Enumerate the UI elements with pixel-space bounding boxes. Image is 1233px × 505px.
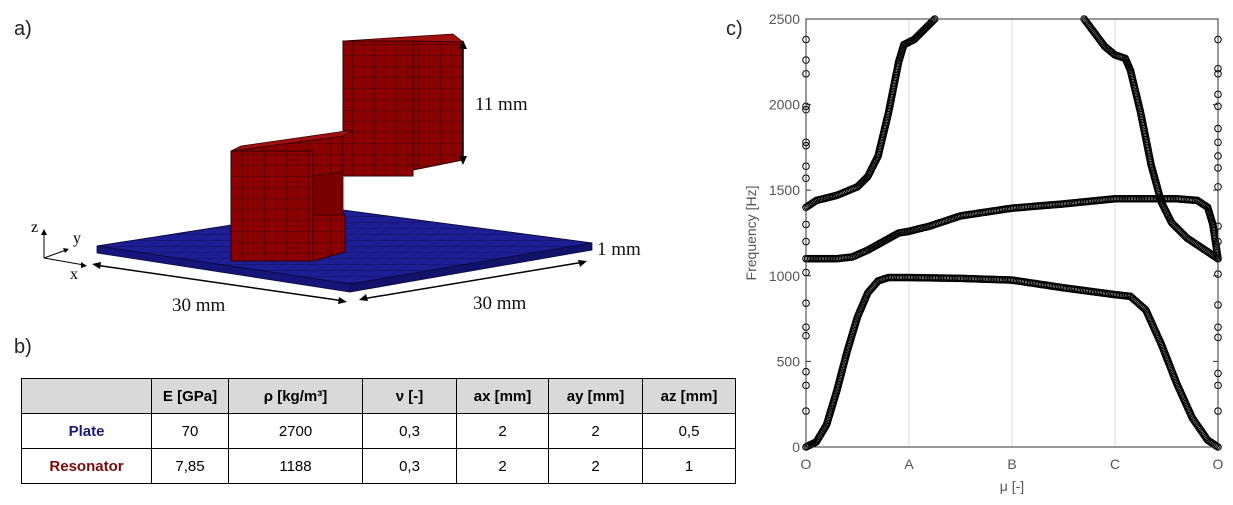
x-axis-label: μ [-] (1000, 478, 1024, 494)
axis-z-label: z (31, 219, 38, 236)
table-cell: 70 (151, 413, 229, 449)
axis-y-label: y (73, 230, 81, 247)
x-tick-label: O (801, 456, 812, 472)
table-row-resonator: Resonator 7,85 1188 0,3 2 2 1 (21, 448, 736, 484)
chart-frame (805, 18, 1219, 448)
x-tick-label: O (1213, 456, 1224, 472)
chart-grid (908, 19, 1116, 447)
table-cell: 2 (548, 448, 643, 484)
label-width-right: 30 mm (473, 293, 527, 314)
label-thickness: 1 mm (597, 239, 641, 260)
table-cell: 2 (548, 413, 643, 449)
header-cell-rho: ρ [kg/m³] (228, 378, 363, 414)
axis-triad: z y x (31, 219, 87, 283)
label-width-left: 30 mm (172, 295, 226, 316)
y-axis-ticks: 0 500 1000 1500 2000 2500 (769, 11, 1218, 455)
table-cell: 1 (642, 448, 736, 484)
table-row-plate: Plate 70 2700 0,3 2 2 0,5 (21, 413, 736, 449)
chart-marks (802, 15, 1222, 451)
label-height: 11 mm (475, 94, 528, 115)
band-point (1212, 442, 1221, 450)
header-cell-nu: ν [-] (362, 378, 457, 414)
row-name: Resonator (21, 448, 152, 484)
dimension-width-right: 30 mm (359, 260, 587, 314)
table-cell: 0,3 (362, 413, 457, 449)
band-point (1212, 254, 1221, 262)
x-tick-label: C (1110, 456, 1120, 472)
table-cell: 0,5 (642, 413, 736, 449)
header-cell-az: az [mm] (642, 378, 736, 414)
resonator (230, 33, 465, 262)
y-tick-label: 2500 (769, 11, 800, 27)
table-cell: 2700 (228, 413, 363, 449)
y-tick-label: 0 (792, 439, 800, 455)
y-tick-label: 1500 (769, 182, 800, 198)
dispersion-chart: 0 500 1000 1500 2000 2500 O A B C O Frequency [Hz… (743, 11, 1224, 494)
header-cell-ax: ax [mm] (456, 378, 549, 414)
y-tick-label: 2000 (769, 97, 800, 113)
panel-label-b: b) (14, 336, 32, 358)
table-cell: 7,85 (151, 448, 229, 484)
table-header-row: E [GPa] ρ [kg/m³] ν [-] ax [mm] ay [mm] … (21, 378, 736, 414)
header-cell-e: E [GPa] (151, 378, 229, 414)
dimension-width-left: 30 mm (92, 262, 347, 316)
y-tick-label: 500 (777, 353, 801, 369)
panel-label-c: c) (726, 18, 743, 40)
axis-x-label: x (70, 266, 78, 283)
unit-cell-diagram: 11 mm 1 mm 30 mm 30 mm z y x (31, 33, 641, 316)
row-name: Plate (21, 413, 152, 449)
panel-label-a: a) (14, 18, 32, 40)
material-properties-table: E [GPa] ρ [kg/m³] ν [-] ax [mm] ay [mm] … (21, 378, 736, 484)
table-cell: 2 (456, 413, 549, 449)
y-axis-label: Frequency [Hz] (743, 186, 759, 281)
x-tick-label: B (1007, 456, 1016, 472)
table-cell: 1188 (228, 448, 363, 484)
header-cell-ay: ay [mm] (548, 378, 643, 414)
dimension-height: 11 mm (459, 40, 528, 165)
header-cell-empty (21, 378, 152, 414)
table-cell: 2 (456, 448, 549, 484)
y-tick-label: 1000 (769, 268, 800, 284)
x-tick-label: A (904, 456, 914, 472)
band-point (929, 16, 938, 24)
band-point (928, 17, 937, 25)
table-cell: 0,3 (362, 448, 457, 484)
